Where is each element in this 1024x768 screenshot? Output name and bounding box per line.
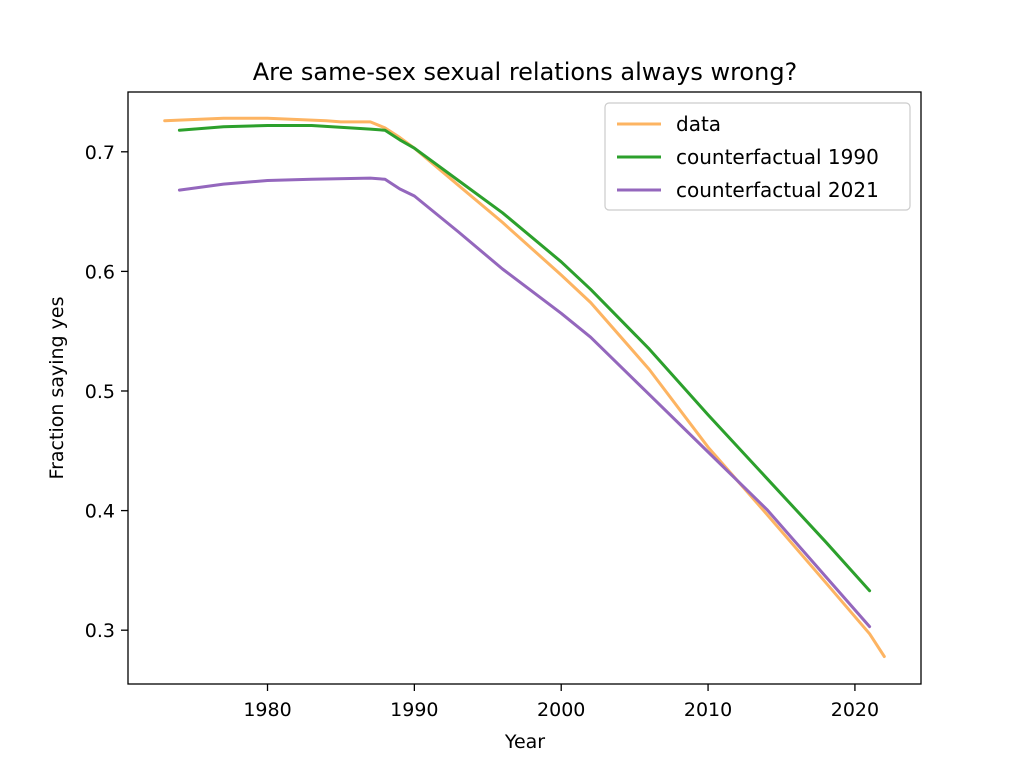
series-line <box>177 176 872 629</box>
legend: data counterfactual 1990 counterfactual 20… <box>604 102 911 211</box>
y-axis: 0.3 0.4 0.5 0.6 0.7 <box>85 142 128 642</box>
x-tick-label: 2020 <box>831 699 879 721</box>
x-tick-label: 1990 <box>390 699 438 721</box>
x-tick-label: 2000 <box>537 699 585 721</box>
legend-label: data <box>676 112 721 136</box>
legend-box <box>604 102 911 211</box>
x-tick-label: 2010 <box>684 699 732 721</box>
y-tick-label: 0.3 <box>85 620 115 642</box>
series-lines <box>163 116 886 658</box>
y-axis-title: Fraction saying yes <box>46 297 68 480</box>
x-axis-title: Year <box>504 731 545 753</box>
legend-label: counterfactual 2021 <box>676 178 879 202</box>
plot-frame <box>127 91 922 685</box>
y-tick-label: 0.5 <box>85 381 115 403</box>
y-tick-label: 0.6 <box>85 261 115 283</box>
chart-title: Are same-sex sexual relations always wro… <box>253 58 798 86</box>
legend-label: counterfactual 1990 <box>676 145 879 169</box>
series-line <box>177 124 872 593</box>
x-tick-label: 1980 <box>243 699 291 721</box>
y-tick-label: 0.7 <box>85 142 115 164</box>
x-axis: 1980 1990 2000 2010 2020 <box>243 684 879 721</box>
y-tick-label: 0.4 <box>85 501 115 523</box>
